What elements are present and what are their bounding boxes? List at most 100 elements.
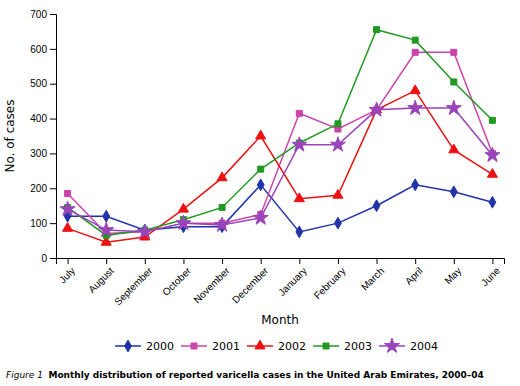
marker (374, 27, 380, 33)
legend-item: 2004 (379, 338, 438, 353)
marker (489, 117, 495, 123)
tick-label: November (191, 265, 232, 306)
marker (449, 144, 459, 153)
line (68, 185, 493, 232)
marker (451, 49, 457, 55)
caption-part: Monthly distribution of reported varicel… (48, 370, 483, 380)
legend-marker (384, 338, 399, 352)
tick-mark (50, 188, 56, 189)
legend-marker (323, 343, 329, 349)
tick: 0 (41, 253, 56, 264)
legend-label: 2001 (212, 340, 240, 353)
tick-label: July (57, 265, 77, 285)
marker (292, 137, 307, 151)
marker (137, 224, 152, 238)
marker (408, 100, 423, 114)
series (63, 85, 498, 245)
tick-mark (106, 258, 107, 264)
legend-item: 2002 (247, 340, 306, 353)
tick: October (160, 258, 193, 298)
tick-label: December (230, 265, 271, 306)
series (65, 27, 496, 239)
marker (485, 147, 500, 161)
marker (217, 172, 227, 181)
tick-mark (183, 258, 184, 264)
tick-label: May (442, 265, 463, 286)
caption-part: Figure 1 (6, 370, 46, 380)
chart: 0100200300400500600700JulyAugustSeptembe… (0, 0, 520, 386)
line (68, 30, 493, 236)
marker (450, 186, 457, 198)
y-axis: 0100200300400500600700 (30, 9, 56, 264)
tick-mark (377, 258, 378, 264)
legend-item: 2000 (115, 340, 174, 353)
marker (253, 210, 268, 224)
marker (451, 79, 457, 85)
marker (103, 210, 110, 222)
marker (63, 223, 73, 232)
marker (410, 85, 420, 94)
y-axis-title: No. of cases (3, 100, 17, 173)
marker (178, 203, 188, 212)
tick-mark (261, 258, 262, 264)
tick: 100 (30, 218, 56, 229)
tick: July (57, 258, 77, 285)
tick-label: 500 (30, 78, 47, 89)
tick: August (86, 258, 116, 295)
tick: 200 (30, 183, 56, 194)
line (68, 52, 493, 233)
tick-mark (492, 258, 493, 264)
marker (412, 179, 419, 191)
tick-mark (454, 258, 455, 264)
tick-label: March (359, 265, 386, 292)
tick-label: 0 (41, 253, 47, 264)
marker (296, 110, 302, 116)
legend-item: 2001 (181, 340, 240, 353)
tick: January (276, 258, 309, 298)
legend-marker (255, 340, 265, 349)
tick-mark (68, 258, 69, 264)
tick-mark (50, 153, 56, 154)
legend: 2000 2001 2002 2003 2004 (115, 338, 438, 353)
marker (294, 193, 304, 202)
marker (215, 217, 230, 231)
tick: September (112, 258, 155, 307)
tick: December (230, 258, 271, 305)
marker (487, 169, 497, 178)
marker (219, 204, 225, 210)
tick-label: 300 (30, 148, 47, 159)
legend-marker (125, 340, 132, 352)
tick-mark (50, 49, 56, 50)
marker (333, 189, 343, 198)
tick-label: 700 (30, 9, 47, 20)
series (64, 179, 496, 238)
tick: March (359, 258, 386, 293)
series (60, 100, 500, 238)
tick: May (442, 258, 463, 286)
marker (446, 100, 461, 114)
tick-label: February (312, 265, 348, 301)
x-axis: July AugustSeptemberOctoberNovemberDecemb… (57, 258, 505, 307)
tick: 300 (30, 148, 56, 159)
tick-label: 100 (30, 218, 47, 229)
tick-label: January (276, 265, 309, 298)
plot: 0100200300400500600700JulyAugustSeptembe… (30, 9, 504, 308)
tick: 700 (30, 9, 56, 20)
tick-label: June (479, 265, 502, 288)
legend-label: 2003 (344, 340, 372, 353)
tick-label: August (86, 265, 116, 295)
x-axis-title: Month (261, 313, 299, 327)
line (68, 108, 493, 232)
tick-label: October (160, 265, 193, 298)
marker (176, 215, 191, 229)
marker (335, 217, 342, 229)
tick: April (403, 258, 425, 287)
tick: 400 (30, 113, 56, 124)
tick-mark (50, 14, 56, 15)
line (68, 91, 493, 243)
legend-item: 2003 (313, 340, 372, 353)
legend-marker (191, 343, 197, 349)
tick: June (479, 258, 502, 288)
marker (256, 130, 266, 139)
axis-line (50, 15, 57, 259)
